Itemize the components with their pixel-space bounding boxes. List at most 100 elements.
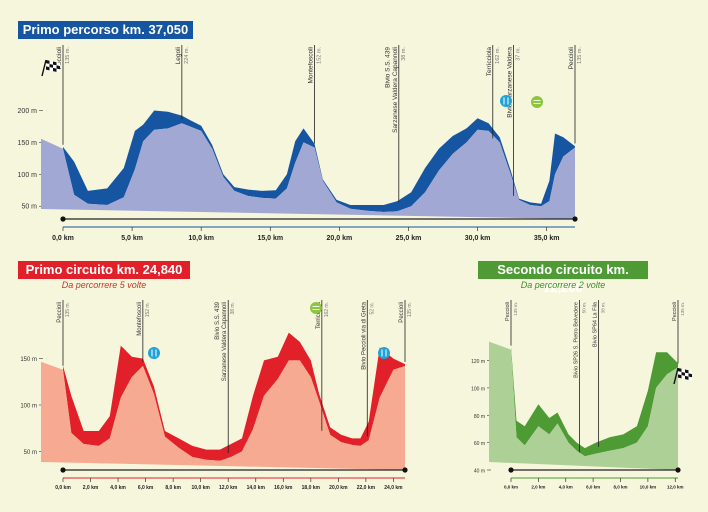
c1-xtick-label: 15,0 km xyxy=(257,235,283,242)
c2-waypoint-elevation: 135 m. xyxy=(65,302,71,317)
c2-waypoint-name: Sarzanese Valdera Capannoli xyxy=(222,302,228,381)
c3-elevation-band xyxy=(511,346,678,457)
flag-check xyxy=(53,64,57,69)
c1-waypoint-elevation: 224 m. xyxy=(184,47,190,64)
c1-waypoint-elevation: 135 m. xyxy=(65,47,71,64)
flag-check xyxy=(53,61,57,66)
c2-waypoint-name: Bivio Peccioli via di Greta xyxy=(361,301,367,369)
c3-waypoint-name: Bivio SP64 La Fila xyxy=(593,301,599,347)
c2-xtick-label: 2,0 km xyxy=(83,485,99,491)
c2-waypoint-name: Terricciola xyxy=(316,301,322,329)
c2-xtick-label: 22,0 km xyxy=(357,485,376,491)
chart1-title: Primo percorso km. 37,050 xyxy=(18,21,193,39)
c3-start-dot xyxy=(508,467,514,473)
flag-check xyxy=(678,374,682,379)
c1-start-dot xyxy=(60,216,66,222)
c1-ytick-label: 50 m xyxy=(21,204,37,211)
c1-xtick-label: 10,0 km xyxy=(188,235,214,242)
c3-waypoint-elevation: 38 m. xyxy=(601,302,606,313)
chart2-subtitle: Da percorrere 5 volte xyxy=(61,280,147,290)
c2-xtick-label: 8,0 km xyxy=(165,485,181,491)
c2-xtick-label: 10,0 km xyxy=(192,485,211,491)
c1-waypoint-elevation: 37 m. xyxy=(516,47,522,61)
flag-check xyxy=(53,67,57,72)
c1-elevation-band xyxy=(63,110,575,212)
refreshment-icon xyxy=(500,95,512,107)
c2-xtick-label: 4,0 km xyxy=(110,485,126,491)
c1-waypoint-elevation: 135 m. xyxy=(577,47,583,64)
refreshment-circle xyxy=(500,95,512,107)
c2-waypoint-name: Bivio S.S. 439 xyxy=(215,301,221,339)
c1-xtick-label: 25,0 km xyxy=(396,235,422,242)
flag-check xyxy=(49,60,53,65)
c2-xtick-label: 16,0 km xyxy=(274,485,293,491)
c2-waypoint-name: Peccioli xyxy=(399,302,405,323)
flag-check xyxy=(56,65,60,70)
c2-ytick-label: 100 m xyxy=(20,404,37,410)
c2-xtick-label: 12,0 km xyxy=(219,485,238,491)
c3-xtick-label: 10,0 km xyxy=(640,485,657,490)
sprint-point-icon xyxy=(531,96,543,108)
c3-ytick-label: 40 m xyxy=(474,469,485,475)
c1-waypoint-name: Sarzanese Valdera Capannoli xyxy=(392,47,399,133)
refreshment-icon xyxy=(148,347,160,359)
c2-xtick-label: 6,0 km xyxy=(138,485,154,491)
c3-waypoint-elevation: 135 m. xyxy=(680,302,685,316)
c2-waypoint-elevation: 162 m. xyxy=(324,302,330,317)
c2-end-dot xyxy=(402,467,408,473)
c3-ytick-label: 60 m xyxy=(474,441,485,447)
c2-start-dot xyxy=(60,467,66,473)
c2-waypoint-elevation: 135 m. xyxy=(407,302,413,317)
c2-chart: 50 m 100 m 150 m 0,0 km 2,0 km 4,0 km 6,0 km 8,… xyxy=(20,300,413,491)
flag-pole xyxy=(673,367,679,385)
flag-check xyxy=(681,371,685,376)
c1-end-dot xyxy=(572,216,578,222)
c1-xtick-label: 0,0 km xyxy=(52,235,74,242)
c3-xtick-label: 4,0 km xyxy=(559,485,573,490)
flag-check xyxy=(681,368,685,373)
c3-chart: 40 m 60 m 80 m 100 m 120 m 0,0 km 2,0 km 4,0 km… xyxy=(471,300,685,490)
c2-xtick-label: 24,0 km xyxy=(384,485,403,491)
flag-check xyxy=(688,376,692,381)
chart2-title: Primo circuito km. 24,840 xyxy=(18,261,190,279)
c1-waypoint-name: Peccioli xyxy=(568,47,575,69)
flag-check xyxy=(46,63,50,68)
c3-waypoint-name: Peccioli xyxy=(672,302,678,321)
flag-check xyxy=(49,67,53,72)
c3-waypoint-name: Bivio SP26 S. Pietro Belvedere xyxy=(573,302,579,378)
c1-waypoint-name: Terricciola xyxy=(486,47,493,77)
c3-ytick-label: 80 m xyxy=(474,414,485,420)
c2-ytick-label: 150 m xyxy=(20,357,37,363)
c3-waypoint-elevation: 135 m. xyxy=(513,302,518,316)
c3-xtick-label: 8,0 km xyxy=(614,485,628,490)
c1-waypoint-name: Bivio Sarzanese Valdera xyxy=(507,47,514,118)
flag-check xyxy=(688,373,692,378)
c1-elevation-profile xyxy=(41,123,575,219)
flag-check xyxy=(685,375,689,380)
c3-xtick-label: 12,0 km xyxy=(667,485,684,490)
flag-check xyxy=(688,370,692,375)
c2-xtick-label: 18,0 km xyxy=(302,485,321,491)
c3-ytick-label: 120 m xyxy=(471,359,485,365)
c3-xtick-label: 6,0 km xyxy=(586,485,600,490)
c1-waypoint-elevation: 162 m. xyxy=(495,47,501,64)
c1-waypoint-elevation: 152 m. xyxy=(317,47,323,64)
c1-xtick-label: 35,0 km xyxy=(534,235,560,242)
c1-xtick-label: 5,0 km xyxy=(121,235,143,242)
c1-waypoint-name: Legoli xyxy=(175,47,182,64)
c1-waypoint-elevation: 38 m. xyxy=(401,47,407,61)
c1-chart: 50 m 100 m 150 m 200 m 0,0 km 5,0 km 10,0 km 15… xyxy=(18,45,583,242)
c1-xtick-label: 30,0 km xyxy=(465,235,491,242)
flag-check xyxy=(56,62,60,67)
chart3-subtitle: Da percorrere 2 volte xyxy=(520,280,606,290)
c2-waypoint-elevation: 152 m. xyxy=(145,302,151,317)
flag-check xyxy=(49,63,53,68)
refreshment-icon xyxy=(378,347,390,359)
c3-waypoint-name: Peccioli xyxy=(505,302,511,321)
c1-xtick-label: 20,0 km xyxy=(327,235,353,242)
c1-ytick-label: 100 m xyxy=(18,172,38,179)
sprint-point-icon xyxy=(310,302,322,314)
flag-check xyxy=(685,372,689,377)
flag-check xyxy=(46,66,50,71)
finish-flag-icon xyxy=(673,367,692,385)
